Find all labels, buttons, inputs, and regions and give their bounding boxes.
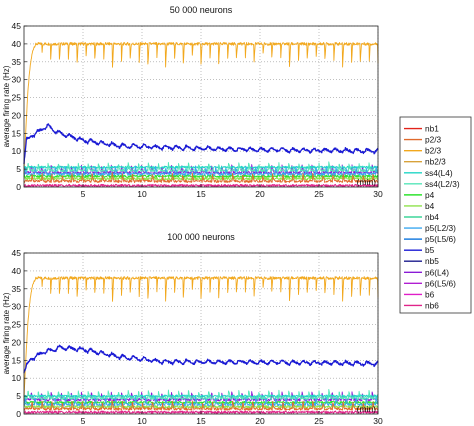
y-tick-label: 15 bbox=[12, 128, 22, 138]
chart-panel-2: 5 10 15 20 25 30 0 5 10 15 20 25 30 35 40 45 (min) 100 00… bbox=[2, 232, 383, 426]
legend-label-nb6: nb6 bbox=[425, 300, 439, 310]
x-tick-label: 25 bbox=[314, 189, 324, 199]
series-line-b5 bbox=[23, 123, 379, 165]
series-line-p4 bbox=[23, 400, 379, 405]
x-tick-label: 10 bbox=[137, 416, 147, 426]
legend-label-b5: b5 bbox=[425, 245, 435, 255]
y-tick-label: 0 bbox=[16, 409, 21, 419]
y-tick-label: 10 bbox=[12, 146, 22, 156]
legend-label-b6: b6 bbox=[425, 289, 435, 299]
legend-label-ss4-l4-: ss4(L4) bbox=[425, 168, 453, 178]
x-axis-unit: (min) bbox=[357, 404, 377, 414]
x-tick-label: 15 bbox=[196, 416, 206, 426]
y-tick-label: 40 bbox=[12, 266, 22, 276]
series-line-b2-3 bbox=[23, 276, 379, 402]
x-tick-label: 20 bbox=[255, 416, 265, 426]
y-tick-label: 10 bbox=[12, 373, 22, 383]
x-tick-label: 5 bbox=[81, 416, 86, 426]
series-line-b5 bbox=[23, 344, 379, 374]
x-tick-label: 30 bbox=[373, 189, 383, 199]
y-tick-label: 15 bbox=[12, 355, 22, 365]
legend-label-nb1: nb1 bbox=[425, 124, 439, 134]
x-tick-label: 20 bbox=[255, 189, 265, 199]
legend-label-b2-3: b2/3 bbox=[425, 146, 442, 156]
legend-label-b4: b4 bbox=[425, 201, 435, 211]
y-tick-label: 40 bbox=[12, 39, 22, 49]
series-line-ss4-l2-3- bbox=[23, 389, 379, 400]
legend-label-p4: p4 bbox=[425, 190, 435, 200]
y-tick-label: 45 bbox=[12, 21, 22, 31]
y-tick-label: 25 bbox=[12, 93, 22, 103]
x-tick-label: 10 bbox=[137, 189, 147, 199]
y-tick-label: 25 bbox=[12, 320, 22, 330]
y-tick-label: 0 bbox=[16, 182, 21, 192]
x-tick-label: 5 bbox=[81, 189, 86, 199]
legend-label-p6-l4-: p6(L4) bbox=[425, 267, 449, 277]
y-tick-label: 35 bbox=[12, 284, 22, 294]
x-axis-unit: (min) bbox=[357, 177, 377, 187]
legend-label-p2-3: p2/3 bbox=[425, 135, 442, 145]
legend-label-nb5: nb5 bbox=[425, 256, 439, 266]
chart-title: 50 000 neurons bbox=[170, 5, 233, 15]
x-tick-label: 30 bbox=[373, 416, 383, 426]
y-tick-label: 35 bbox=[12, 57, 22, 67]
chart-title: 100 000 neurons bbox=[167, 232, 235, 242]
legend: nb1p2/3b2/3nb2/3ss4(L4)ss4(L2/3)p4b4nb4p… bbox=[399, 116, 472, 314]
legend-label-p6-l5-6-: p6(L5/6) bbox=[425, 278, 456, 288]
y-axis-label: average firing rate (Hz) bbox=[2, 292, 11, 374]
y-tick-label: 5 bbox=[16, 164, 21, 174]
legend-label-ss4-l2-3-: ss4(L2/3) bbox=[425, 179, 460, 189]
x-tick-label: 15 bbox=[196, 189, 206, 199]
legend-label-p5-l5-6-: p5(L5/6) bbox=[425, 234, 456, 244]
y-tick-label: 30 bbox=[12, 302, 22, 312]
y-tick-label: 30 bbox=[12, 75, 22, 85]
y-tick-label: 5 bbox=[16, 391, 21, 401]
legend-label-p5-l2-3-: p5(L2/3) bbox=[425, 223, 456, 233]
series-line-p2-3 bbox=[23, 172, 379, 183]
series-line-p6-l5-6- bbox=[23, 164, 379, 175]
series-line-b2-3 bbox=[23, 42, 379, 175]
series-line-p5-l2-3- bbox=[23, 165, 379, 176]
series-line-p2-3 bbox=[23, 399, 379, 411]
y-tick-label: 20 bbox=[12, 337, 22, 347]
legend-box bbox=[399, 116, 472, 314]
legend-label-nb2-3: nb2/3 bbox=[425, 157, 446, 167]
series-line-ss4-l2-3- bbox=[23, 161, 379, 173]
y-axis-label: average firing rate (Hz) bbox=[2, 65, 11, 147]
chart-panel-1: 5 10 15 20 25 30 0 5 10 15 20 25 30 35 40 45 (min) 50 000… bbox=[2, 5, 383, 199]
y-tick-label: 20 bbox=[12, 110, 22, 120]
x-tick-label: 25 bbox=[314, 416, 324, 426]
y-tick-label: 45 bbox=[12, 248, 22, 258]
legend-label-nb4: nb4 bbox=[425, 212, 439, 222]
